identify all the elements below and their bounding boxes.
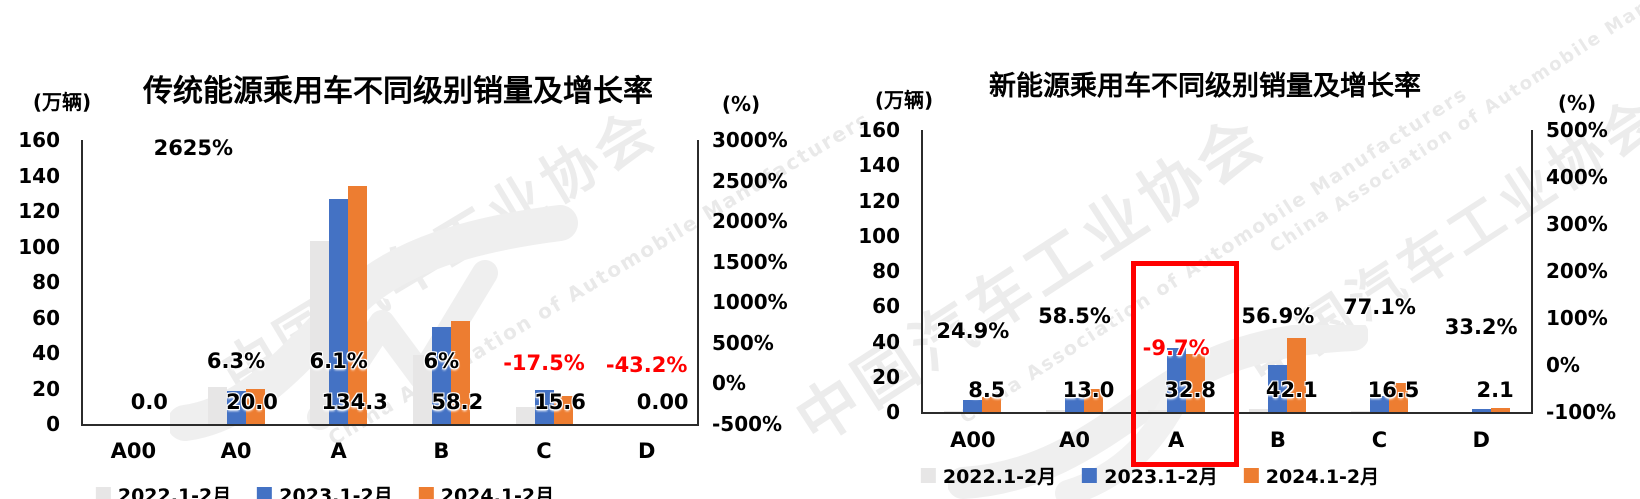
x-axis-label-A0: A0 [1059,428,1090,452]
y-axis-tick-label: 160 [18,128,60,152]
legend-label: 2024.1-2月 [1265,466,1380,488]
secondary-y-axis-tick-label: 0% [1546,353,1580,377]
legend-item: 2022.1-2月 [95,481,232,499]
growth-label: 2625% [153,136,234,161]
value-label: 13.0 [1062,378,1115,402]
legend-swatch-icon [1243,468,1259,483]
value-label: 134.3 [321,390,388,414]
y-axis-line [921,130,923,412]
value-label: 42.1 [1265,378,1318,402]
bar-2024.1-2月-D [1490,408,1510,412]
x-axis-label-D: D [637,439,656,463]
secondary-y-axis-tick-label: 1500% [712,249,788,274]
y-axis-tick-label: 100 [858,223,900,248]
value-label: 0.00 [636,390,689,414]
secondary-y-axis-tick-label: -100% [1546,400,1617,424]
value-label: 58.2 [431,390,484,414]
value-label: 16.5 [1367,378,1420,402]
x-axis-line [81,424,699,426]
secondary-y-axis-tick-label: -500% [712,412,783,436]
bar-2024.1-2月-C [1389,382,1408,412]
legend-label: 2024.1-2月 [440,485,555,499]
secondary-y-axis-line [697,140,699,424]
legend-label: 2023.1-2月 [279,485,393,499]
growth-label: 33.2% [1444,315,1518,340]
left-axis-unit-label: (万辆) [874,88,934,112]
bar-2024.1-2月-A [348,185,368,424]
secondary-y-axis-tick-label: 3000% [712,128,788,152]
secondary-y-axis-tick-label: 0% [712,371,746,396]
secondary-y-axis-tick-label: 200% [1546,259,1608,283]
x-axis-label-C: C [536,439,552,463]
y-axis-tick-label: 40 [872,329,900,354]
legend-item: 2024.1-2月 [1243,462,1380,489]
y-axis-tick-label: 40 [32,341,60,365]
y-axis-tick-label: 100 [18,234,60,259]
value-label: 15.6 [534,390,586,414]
y-axis-tick-label: 80 [32,270,60,294]
right-axis-unit-label: (%) [721,92,761,116]
legend-label: 2022.1-2月 [117,485,232,499]
legend-swatch-icon [418,487,434,499]
y-axis-tick-label: 60 [872,294,900,319]
y-axis-line [81,140,83,424]
legend-item: 2023.1-2月 [257,481,393,499]
legend-swatch-icon [920,468,936,483]
secondary-y-axis-tick-label: 1000% [712,290,788,315]
x-axis-label-C: C [1371,428,1388,452]
x-axis-label-A0: A0 [220,439,252,463]
x-axis-label-A: A [330,439,347,463]
legend-label: 2022.1-2月 [942,466,1057,488]
legend-swatch-icon [257,487,273,499]
left-axis-unit-label: (万辆) [32,90,92,114]
x-axis-label-B: B [1269,428,1286,452]
x-axis-label-D: D [1472,428,1490,452]
y-axis-tick-label: 0 [46,412,60,436]
growth-label: -43.2% [605,352,688,377]
y-axis-tick-label: 20 [872,364,900,389]
secondary-y-axis-tick-label: 100% [1546,306,1608,330]
secondary-y-axis-tick-label: 500% [712,330,774,355]
value-label: 2.1 [1476,378,1514,402]
y-axis-tick-label: 140 [18,163,60,188]
legend-swatch-icon [95,487,111,499]
secondary-y-axis-tick-label: 2500% [712,168,788,193]
secondary-y-axis-tick-label: 300% [1546,212,1608,236]
secondary-y-axis-tick-label: 400% [1546,165,1608,189]
y-axis-tick-label: 140 [858,153,900,178]
value-label: 20.0 [226,390,278,414]
secondary-y-axis-tick-label: 2000% [712,209,788,234]
x-axis-label-A00: A00 [950,428,996,452]
y-axis-tick-label: 160 [858,118,900,142]
y-axis-tick-label: 0 [886,400,900,424]
y-axis-tick-label: 120 [18,199,60,223]
secondary-y-axis-tick-label: 500% [1546,118,1608,142]
legend-swatch-icon [1082,468,1098,483]
secondary-y-axis-line [1531,130,1533,412]
y-axis-tick-label: 120 [858,188,900,213]
bar-2023.1-2月-C [1370,395,1389,412]
x-axis-label-B: B [433,439,450,463]
bar-2023.1-2月-D [1471,409,1491,412]
growth-label: 77.1% [1343,294,1416,319]
highlight-box-category-A [1131,261,1239,467]
legend-item: 2022.1-2月 [920,462,1057,489]
legend: 2022.1-2月 2023.1-2月 2024.1-2月 [95,481,555,499]
growth-label: 56.9% [1241,304,1315,329]
x-axis-label-A00: A00 [110,439,157,463]
chart-title-traditional-energy: 传统能源乘用车不同级别销量及增长率 [143,74,653,109]
growth-label: 58.5% [1038,303,1111,328]
y-axis-tick-label: 80 [872,259,900,283]
legend-item: 2024.1-2月 [418,481,555,499]
chart-title-new-energy: 新能源乘用车不同级别销量及增长率 [989,71,1421,102]
y-axis-tick-label: 60 [32,305,60,330]
y-axis-tick-label: 20 [32,376,60,401]
right-axis-unit-label: (%) [1557,91,1597,115]
value-label: 0.0 [130,390,168,414]
value-label: 8.5 [968,378,1006,402]
